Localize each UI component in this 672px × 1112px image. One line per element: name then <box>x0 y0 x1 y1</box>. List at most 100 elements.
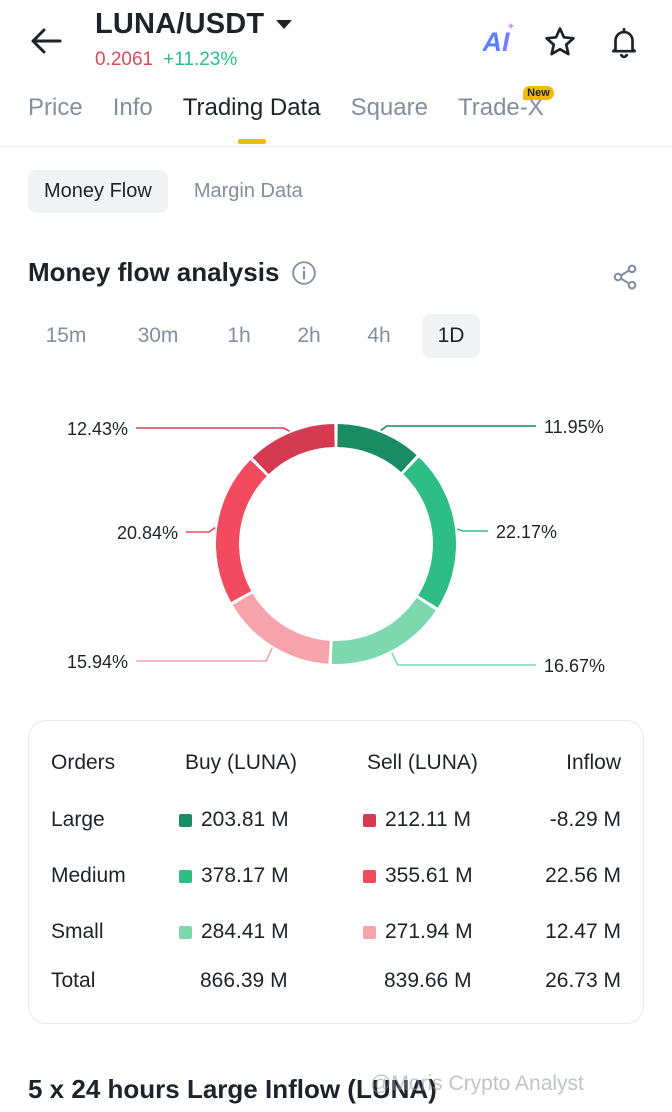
row-label: Medium <box>51 864 126 887</box>
main-tabs: Price Info Trading Data Square Trade-X N… <box>28 86 672 146</box>
buy-value: 203.81 M <box>201 808 289 831</box>
donut-slice-sell-large[interactable] <box>252 424 335 475</box>
leader-line <box>136 647 273 662</box>
tab-price[interactable]: Price <box>28 94 83 146</box>
sell-large-swatch <box>363 814 376 827</box>
inflow-value: 22.56 M <box>545 864 621 887</box>
range-30m[interactable]: 30m <box>137 324 179 347</box>
col-inflow-header: Inflow <box>566 751 621 774</box>
bell-icon <box>612 27 636 59</box>
col-sell-header: Sell (LUNA) <box>367 751 478 774</box>
sell-cell: 212.11 M <box>363 805 471 835</box>
buy-small-swatch <box>179 926 192 939</box>
total-buy-value: 866.39 M <box>200 969 288 992</box>
col-orders-header: Orders <box>51 751 116 774</box>
sell-cell: 355.61 M <box>363 861 473 891</box>
pair-title: LUNA/USDT <box>95 8 265 40</box>
tabs-divider <box>0 146 672 147</box>
pair-header: LUNA/USDT 0.2061 +11.23% <box>95 8 293 71</box>
donut-slice-buy-medium[interactable] <box>403 457 457 608</box>
donut-slice-buy-large[interactable] <box>337 424 417 473</box>
money-flow-donut-chart: 11.95% 22.17% 16.67% 15.94% 20.84% 12.43% <box>67 417 605 676</box>
subtab-money-flow[interactable]: Money Flow <box>28 170 168 213</box>
slice-percent-label: 22.17% <box>496 522 557 542</box>
alert-button[interactable] <box>604 22 644 62</box>
share-button[interactable] <box>608 260 642 294</box>
ai-icon: AI ✦ <box>482 20 516 57</box>
table-row: Small 284.41 M 271.94 M 12.47 M <box>29 917 643 947</box>
buy-medium-swatch <box>179 870 192 883</box>
range-1h[interactable]: 1h <box>227 324 251 347</box>
buy-cell: 284.41 M <box>179 917 289 947</box>
table-row: Medium 378.17 M 355.61 M 22.56 M <box>29 861 643 891</box>
time-range-selector: 15m 30m 1h 2h 4h 1D <box>28 314 480 358</box>
leader-line <box>456 528 488 532</box>
slice-percent-label: 12.43% <box>67 419 128 439</box>
money-flow-table: Orders Buy (LUNA) Sell (LUNA) Inflow Lar… <box>28 720 644 1024</box>
subtab-margin-data[interactable]: Margin Data <box>193 180 303 202</box>
favorite-button[interactable] <box>540 22 580 62</box>
range-1d[interactable]: 1D <box>422 314 480 358</box>
tab-square[interactable]: Square <box>351 94 428 146</box>
tab-trade-x[interactable]: Trade-X New <box>458 86 554 146</box>
range-2h[interactable]: 2h <box>297 324 321 347</box>
inflow-value: -8.29 M <box>549 808 621 831</box>
row-label: Large <box>51 808 105 831</box>
sell-value: 271.94 M <box>385 920 473 943</box>
leader-line <box>186 526 216 533</box>
share-icon <box>613 264 637 290</box>
large-inflow-title: 5 x 24 hours Large Inflow (LUNA) <box>28 1074 437 1104</box>
info-icon[interactable] <box>291 260 317 286</box>
price-row: 0.2061 +11.23% <box>95 49 292 71</box>
watermark: @Moris Crypto Analyst <box>370 1072 584 1095</box>
donut-slice-buy-small[interactable] <box>331 597 436 664</box>
back-button[interactable] <box>26 24 66 58</box>
buy-cell: 378.17 M <box>179 861 289 891</box>
buy-cell: 203.81 M <box>179 805 289 835</box>
leader-line <box>380 425 536 432</box>
col-buy-header: Buy (LUNA) <box>185 751 298 774</box>
sell-value: 212.11 M <box>385 808 471 831</box>
tab-info-label: Info <box>112 94 153 121</box>
buy-large-swatch <box>179 814 192 827</box>
sell-cell: 271.94 M <box>363 917 473 947</box>
sell-value: 355.61 M <box>385 864 473 887</box>
buy-value: 378.17 M <box>201 864 289 887</box>
table-row: Large 203.81 M 212.11 M -8.29 M <box>29 805 643 835</box>
pair-selector[interactable]: LUNA/USDT <box>95 8 293 41</box>
ai-button[interactable]: AI ✦ <box>476 20 516 62</box>
leader-line <box>136 427 290 432</box>
donut-slice-sell-small[interactable] <box>232 593 330 664</box>
slice-percent-label: 11.95% <box>544 417 604 437</box>
range-15m[interactable]: 15m <box>45 324 87 347</box>
row-label: Small <box>51 920 104 943</box>
total-sell-value: 839.66 M <box>384 969 472 992</box>
table-header-row: Orders Buy (LUNA) Sell (LUNA) Inflow <box>29 748 643 778</box>
slice-percent-label: 20.84% <box>117 523 178 543</box>
last-price: 0.2061 <box>95 49 154 70</box>
sell-medium-swatch <box>363 870 376 883</box>
new-badge: New <box>523 86 554 100</box>
tab-price-label: Price <box>28 94 83 121</box>
money-flow-header: Money flow analysis <box>28 257 317 288</box>
total-inflow-value: 26.73 M <box>545 969 621 992</box>
tab-info[interactable]: Info <box>113 94 153 146</box>
star-icon <box>545 27 575 56</box>
table-total-row: Total 866.39 M 839.66 M 26.73 M <box>29 966 643 996</box>
buy-value: 284.41 M <box>201 920 289 943</box>
section-title: Money flow analysis <box>28 257 280 287</box>
leader-line <box>390 652 536 666</box>
sub-tabs: Money Flow Margin Data <box>28 170 319 213</box>
caret-down-icon <box>276 20 293 29</box>
tab-trading-data[interactable]: Trading Data <box>183 94 321 146</box>
donut-slice-sell-medium[interactable] <box>215 459 267 603</box>
price-change: +11.23% <box>163 49 238 70</box>
slice-percent-label: 15.94% <box>67 652 128 672</box>
tab-square-label: Square <box>350 94 428 121</box>
arrow-left-icon <box>31 28 62 54</box>
sell-small-swatch <box>363 926 376 939</box>
tab-trading-data-label: Trading Data <box>182 94 321 121</box>
slice-percent-label: 16.67% <box>544 656 605 676</box>
total-label: Total <box>51 969 96 992</box>
range-4h[interactable]: 4h <box>367 324 391 347</box>
